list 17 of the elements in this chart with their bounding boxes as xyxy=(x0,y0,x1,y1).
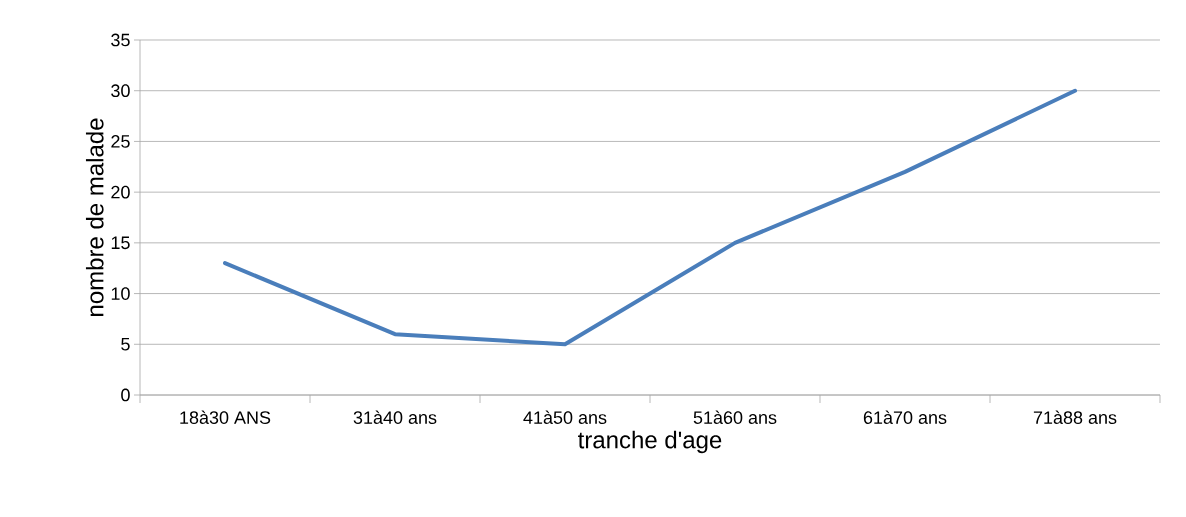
x-axis-title: tranche d'age xyxy=(578,430,722,454)
y-axis-title: nombre de malade xyxy=(85,118,104,316)
y-tick-label: 0 xyxy=(121,388,130,402)
y-tick-label: 20 xyxy=(111,185,130,199)
x-tick-label: 51à60 ans xyxy=(693,410,777,424)
x-tick-label: 61à70 ans xyxy=(863,410,947,424)
line-series xyxy=(223,88,1077,347)
y-tick-label: 15 xyxy=(111,236,130,250)
y-tick-label: 35 xyxy=(111,33,130,47)
y-tick-label: 10 xyxy=(111,287,130,300)
x-tick-label: 41à50 ans xyxy=(523,410,607,424)
x-tick-label: 71à88 ans xyxy=(1033,410,1117,424)
y-tick-label: 25 xyxy=(111,135,130,148)
x-tick-label: 31à40 ans xyxy=(353,410,437,424)
y-tick-label: 5 xyxy=(121,338,130,351)
x-tick-label: 18à30 ANS xyxy=(180,410,271,424)
y-tick-label: 30 xyxy=(111,84,130,98)
